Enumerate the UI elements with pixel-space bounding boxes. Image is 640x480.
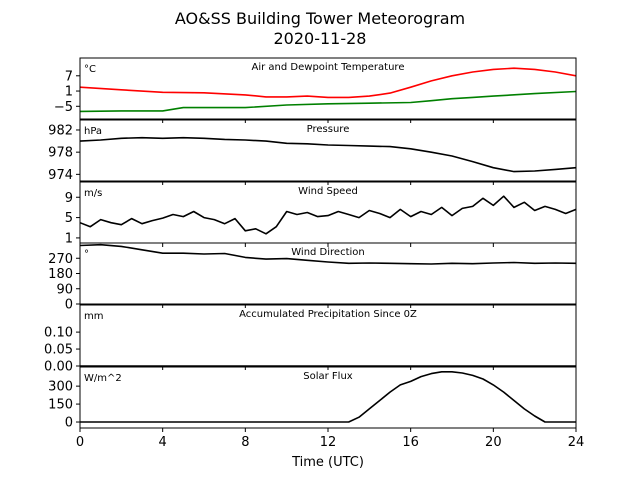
panel-pressure: 974 978 982 hPa Pressure [48,119,577,185]
panel-title-wind_speed: Wind Speed [298,186,358,197]
xtick-label-0: 0 [76,435,84,450]
figure-title-line1: AO&SS Building Tower Meteorogram [175,9,465,28]
xtick-label-6: 24 [568,435,585,450]
panel-temp: −517 °C Air and Dewpoint Temperature [54,57,577,123]
unit-label-wind_dir: ° [84,249,89,260]
panel-title-temp: Air and Dewpoint Temperature [252,62,405,73]
ytick-label-pressure-1: 978 [48,146,73,161]
panels: −517 °C Air and Dewpoint Temperature974978… [44,57,577,432]
panel-wind_speed: 1 5 9 m/s Wind Speed [65,181,577,247]
unit-label-temp: °C [84,64,96,75]
ytick-label-wind_speed-1: 5 [65,211,73,226]
ytick-label-precip-1: 0.05 [44,343,73,358]
unit-label-pressure: hPa [84,126,102,137]
ytick-label-solar-0: 0 [65,416,73,431]
series-line-temp-1 [80,90,576,113]
ytick-label-wind_speed-2: 9 [65,191,73,206]
ytick-label-wind_dir-0: 0 [65,298,73,313]
series-line-pressure-0 [80,136,576,173]
ytick-label-wind_dir-1: 90 [56,282,73,297]
unit-label-wind_speed: m/s [84,188,102,199]
ytick-label-pressure-0: 974 [48,168,73,183]
ytick-label-wind_dir-2: 180 [48,267,73,282]
panel-title-pressure: Pressure [307,124,350,135]
x-axis: 0 4 8 12 16 20 24 [76,435,584,450]
ytick-label-wind_dir-3: 270 [48,252,73,267]
panel-precip: 0.00 0.05 0.10 mm Accumulated Precipitation … [44,304,577,375]
ytick-label-precip-0: 0.00 [44,360,73,375]
ytick-label-pressure-2: 982 [48,123,73,138]
panel-solar: 0 150 300 W/m^2 Solar Flux [48,366,577,432]
series-line-wind_dir-0 [80,243,576,265]
xtick-label-2: 8 [241,435,249,450]
panel-title-precip: Accumulated Precipitation Since 0Z [239,309,417,320]
xtick-label-3: 12 [320,435,337,450]
ytick-label-wind_speed-0: 1 [65,231,73,246]
series-line-wind_speed-0 [80,195,576,235]
xtick-label-4: 16 [402,435,419,450]
series-line-solar-0 [80,370,576,423]
xtick-label-5: 20 [485,435,502,450]
panel-title-solar: Solar Flux [303,371,353,382]
ytick-label-precip-2: 0.10 [44,326,73,341]
x-axis-label: Time (UTC) [291,455,364,470]
series-line-temp-0 [80,67,576,99]
ytick-label-temp-1: 1 [65,85,73,100]
xtick-label-1: 4 [159,435,167,450]
ytick-label-temp-2: 7 [65,69,73,84]
ytick-label-solar-2: 300 [48,380,73,395]
ytick-label-solar-1: 150 [48,398,73,413]
panel-title-wind_dir: Wind Direction [291,247,365,258]
unit-label-precip: mm [84,311,103,322]
ytick-label-temp-0: −5 [54,100,73,115]
figure-title-line2: 2020-11-28 [274,29,367,48]
unit-label-solar: W/m^2 [84,373,122,384]
